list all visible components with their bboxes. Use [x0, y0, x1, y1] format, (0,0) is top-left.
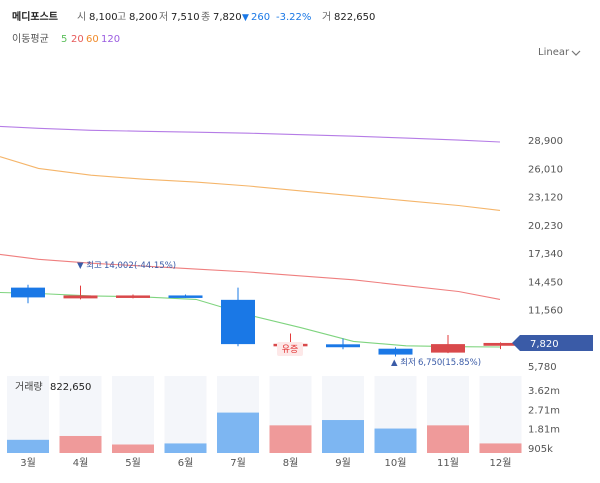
- scale-toggle-button[interactable]: Linear: [538, 47, 581, 58]
- month-tick-label: 3월: [20, 457, 36, 469]
- price-tick-label: 11,560: [528, 306, 563, 317]
- capital-increase-marker[interactable]: 유증: [277, 342, 303, 356]
- ma-line-60: [0, 156, 501, 211]
- volume-panel-label: 거래량: [15, 381, 43, 393]
- open-label: 시: [77, 11, 86, 23]
- price-tick-label: 20,230: [528, 221, 563, 232]
- month-tick-label: 12월: [490, 457, 512, 469]
- period-high-annotation: ▼ 최고 14,002 (-44.15%): [77, 260, 176, 271]
- current-price-tag-shape: [512, 334, 593, 351]
- price-tick-label: 23,120: [528, 193, 563, 204]
- price-tick-label: 26,010: [528, 164, 563, 175]
- price-tick-label: 28,900: [528, 136, 563, 147]
- volume-bar: [269, 425, 312, 453]
- month-tick-label: 11월: [437, 457, 459, 469]
- month-tick-label: 5월: [125, 457, 141, 469]
- volume-tick-label: 2.71m: [528, 405, 560, 416]
- volume-bar: [427, 425, 469, 453]
- month-axis: 3월 4월 5월 6월 7월 8월 9월 10월 11월 12월: [20, 457, 511, 469]
- low-label: 저: [159, 11, 168, 23]
- high-value: 8,200: [129, 12, 158, 23]
- current-price-value: 7,820: [530, 339, 559, 350]
- month-tick-label: 8월: [283, 457, 299, 469]
- volume-tick-label: 3.62m: [528, 386, 560, 397]
- period-low-annotation: ▲ 최저 6,750 (15.85%): [391, 357, 481, 368]
- ma-line-120: [0, 125, 501, 143]
- close-label: 종: [201, 11, 210, 23]
- volume-bar: [112, 444, 154, 453]
- chevron-down-icon: [571, 50, 581, 56]
- month-tick-label: 9월: [335, 457, 351, 469]
- current-price-tag: 7,820: [512, 334, 593, 351]
- period-high-value: 14,002: [104, 261, 134, 271]
- volume-panel-value: 822,650: [50, 382, 91, 393]
- candle-body: [116, 295, 150, 298]
- candle-body: [221, 299, 255, 345]
- month-tick-label: 7월: [230, 457, 246, 469]
- stock-name: 메디포스트: [12, 10, 58, 23]
- ma-legend-20[interactable]: 20: [71, 34, 84, 45]
- volume-bar: [322, 420, 364, 453]
- ma-legend-120[interactable]: 120: [101, 34, 120, 45]
- price-tick-label: 14,450: [528, 277, 563, 288]
- candle-body: [63, 295, 98, 299]
- capital-increase-label: 유증: [282, 344, 299, 355]
- period-low-value: 6,750: [418, 358, 442, 368]
- candlesticks: [11, 284, 518, 357]
- volume-tick-label: 1.81m: [528, 425, 560, 436]
- candle-body: [483, 342, 518, 346]
- ma-legend-label: 이동평균: [12, 33, 49, 45]
- month-tick-label: 4월: [73, 457, 89, 469]
- volume-bar: [374, 428, 417, 453]
- month-tick-label: 10월: [385, 457, 407, 469]
- volume-bar-bg: [112, 376, 154, 453]
- candle-body: [168, 295, 203, 298]
- candle-body: [431, 344, 465, 353]
- change-arrow-icon: ▼: [242, 13, 249, 23]
- low-value: 7,510: [171, 12, 200, 23]
- candle-body: [326, 344, 360, 348]
- open-value: 8,100: [89, 12, 118, 23]
- price-tick-label: 17,340: [528, 249, 563, 260]
- volume-bar-bg: [164, 376, 207, 453]
- period-high-percent: (-44.15%): [134, 261, 176, 271]
- candle-body: [11, 287, 45, 298]
- ma-legend-5[interactable]: 5: [61, 34, 67, 45]
- candle-body: [378, 348, 413, 355]
- capital-increase-badge: [277, 342, 303, 356]
- volume-label: 거: [322, 11, 331, 23]
- month-tick-label: 6월: [178, 457, 194, 469]
- volume-value: 822,650: [334, 12, 375, 23]
- period-low-prefix: ▲ 최저: [391, 357, 416, 368]
- period-high-prefix: ▼ 최고: [77, 260, 102, 271]
- change-value: 260: [251, 12, 270, 23]
- volume-bar: [479, 443, 522, 453]
- volume-bar-bg: [479, 376, 522, 453]
- price-tick-label: 5,780: [528, 362, 557, 373]
- ma-line-20: [0, 253, 501, 300]
- change-percent: -3.22%: [276, 12, 311, 23]
- close-value: 7,820: [213, 12, 242, 23]
- scale-label: Linear: [538, 47, 570, 58]
- period-low-percent: (15.85%): [442, 358, 481, 368]
- volume-panel: [7, 376, 522, 453]
- ma-legend-60[interactable]: 60: [86, 34, 99, 45]
- volume-tick-label: 905k: [528, 444, 553, 455]
- volume-axis: 3.62m 2.71m 1.81m 905k: [528, 386, 560, 455]
- volume-bar: [7, 439, 49, 453]
- volume-bar: [59, 435, 102, 453]
- volume-bar: [217, 412, 259, 453]
- volume-bar: [164, 443, 207, 453]
- high-label: 고: [117, 12, 126, 23]
